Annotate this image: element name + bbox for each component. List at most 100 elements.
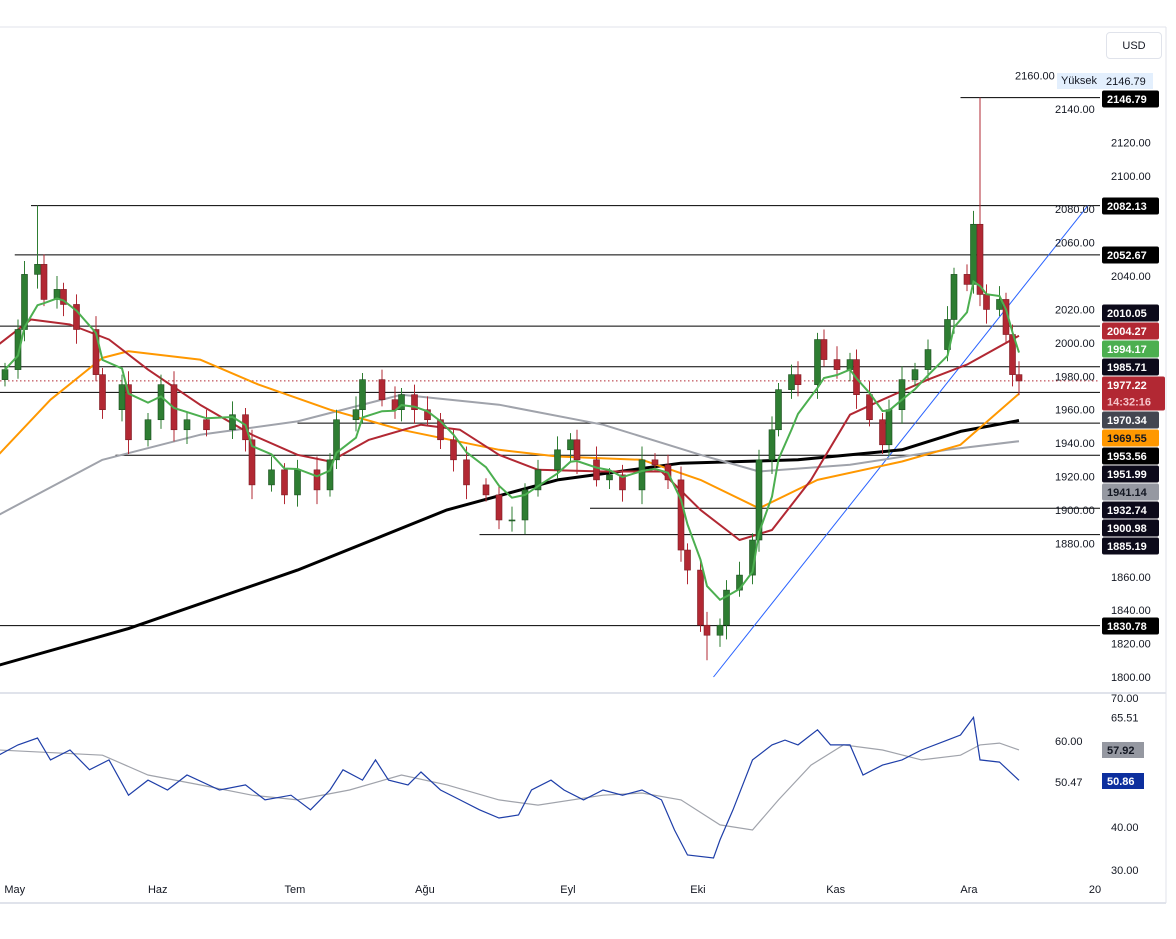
candle-body <box>1015 374 1023 382</box>
price-label: 2146.79 <box>1102 90 1159 108</box>
price-tick-label: 1940.00 <box>1055 438 1095 450</box>
candle-body <box>183 419 191 431</box>
candle <box>157 374 165 429</box>
price-tick-label: 2040.00 <box>1111 271 1151 283</box>
candle <box>482 478 490 502</box>
candle-body <box>970 223 977 285</box>
rsi-label-bg <box>1102 742 1144 758</box>
candle <box>60 282 67 317</box>
candle-body <box>879 419 886 446</box>
rsi-tick-label: 30.00 <box>1111 865 1139 877</box>
candle <box>495 484 503 530</box>
price-label: 2052.67 <box>1102 246 1159 264</box>
candle-body <box>619 474 626 491</box>
candle <box>723 580 730 640</box>
price-label-text: 1932.74 <box>1107 505 1148 517</box>
candle <box>567 433 574 462</box>
price-label-text: 1977.22 <box>1107 380 1147 392</box>
price-label-bg <box>1102 197 1159 215</box>
candle <box>203 409 210 437</box>
candle-body <box>567 439 574 451</box>
high-value-text: 2146.79 <box>1106 76 1146 88</box>
price-tick-label: 1960.00 <box>1055 405 1095 417</box>
candle <box>846 352 854 382</box>
candle <box>619 464 626 502</box>
candle <box>125 371 132 454</box>
candle-body <box>333 419 340 461</box>
candle-body <box>534 469 542 491</box>
candle-body <box>411 394 418 411</box>
candle-body <box>359 379 366 411</box>
price-tick-label: 2020.00 <box>1055 304 1095 316</box>
rsi-value-label: 57.92 <box>1102 742 1144 758</box>
price-tick-label: 1800.00 <box>1111 672 1151 684</box>
candle <box>144 413 152 447</box>
candle <box>794 361 802 397</box>
candle-body <box>378 379 386 400</box>
candle <box>229 401 236 439</box>
candle-body <box>924 349 932 370</box>
candle-body <box>1 369 9 380</box>
candle <box>976 97 984 307</box>
price-label: 1953.56 <box>1102 447 1159 465</box>
ema-fast-line <box>4 279 1020 602</box>
candle-body <box>294 469 301 496</box>
candle-body <box>833 359 841 370</box>
price-tick-label: 1820.00 <box>1111 639 1151 651</box>
candle-body <box>60 289 67 305</box>
rsi-tick-label: 70.00 <box>1111 693 1139 705</box>
price-tick-label: 1920.00 <box>1055 472 1095 484</box>
price-tick-label: 1860.00 <box>1111 572 1151 584</box>
candle-body <box>463 459 470 486</box>
candle <box>268 456 275 492</box>
candle <box>833 346 841 379</box>
ma-line-ma_gray <box>0 393 1020 516</box>
price-label-text: 1885.19 <box>1107 541 1147 553</box>
candle <box>521 483 529 535</box>
price-tick-label: 1980.00 <box>1055 371 1095 383</box>
price-tick-label: 2160.00 <box>1015 71 1055 83</box>
candle-body <box>203 419 210 431</box>
price-tick-label: 2060.00 <box>1055 238 1095 250</box>
candle-body <box>313 469 321 491</box>
candle-body <box>14 329 22 370</box>
candle-body <box>716 624 724 636</box>
candle-body <box>775 389 782 431</box>
time-tick-label: May <box>4 884 25 896</box>
candle <box>820 329 828 367</box>
candle-body <box>21 274 28 330</box>
candle-body <box>593 459 600 481</box>
time-tick-label: Ara <box>960 884 978 896</box>
price-label-bg <box>1102 246 1159 264</box>
rsi-tick-label: 50.47 <box>1055 777 1083 789</box>
candle-body <box>976 223 984 295</box>
candle-body <box>677 479 685 551</box>
price-label: 2010.05 <box>1102 304 1159 322</box>
price-label: 1900.98 <box>1102 519 1159 537</box>
price-label-bg <box>1102 90 1159 108</box>
price-label-text: 1830.78 <box>1107 621 1147 633</box>
time-tick-label: Ağu <box>415 884 435 896</box>
candle-body <box>352 409 360 421</box>
candle <box>14 319 22 379</box>
price-label-bg <box>1102 322 1159 340</box>
candle <box>450 429 457 472</box>
candle-body <box>229 414 236 431</box>
time-tick-label: Kas <box>826 884 845 896</box>
candle <box>534 459 542 497</box>
price-label-text: 2010.05 <box>1107 308 1147 320</box>
candle <box>950 267 958 334</box>
candle <box>924 339 932 379</box>
candle <box>437 413 444 449</box>
price-label-text: 1951.99 <box>1107 469 1147 481</box>
time-tick-label: Eki <box>690 884 705 896</box>
candle-body <box>40 264 48 300</box>
currency-button[interactable]: USD <box>1106 32 1162 59</box>
trendline <box>713 205 1089 678</box>
candle <box>788 364 795 399</box>
candle <box>53 276 61 309</box>
high-value-bg <box>1101 73 1153 89</box>
candle-body <box>820 339 828 360</box>
price-tick-label: 1900.00 <box>1055 505 1095 517</box>
